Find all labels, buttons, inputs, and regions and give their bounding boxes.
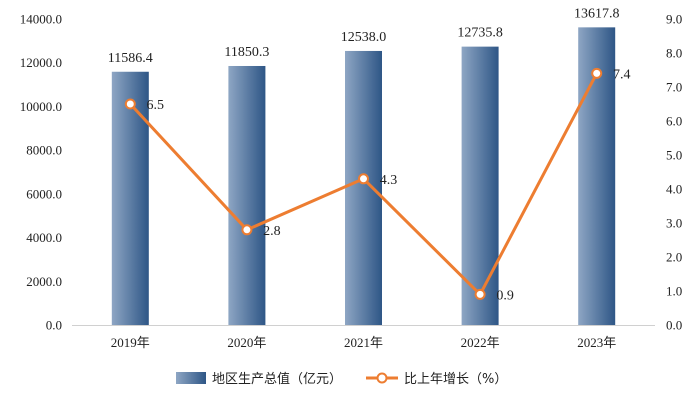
y-right-tick-label: 3.0 bbox=[666, 216, 682, 231]
legend-label-gdp: 地区生产总值（亿元） bbox=[212, 371, 342, 387]
x-tick-label: 2023年 bbox=[577, 335, 616, 350]
growth-point bbox=[124, 98, 136, 110]
legend-swatch-gdp bbox=[176, 372, 206, 384]
growth-point bbox=[241, 224, 253, 236]
y-right-tick-label: 1.0 bbox=[666, 284, 682, 299]
growth-point bbox=[591, 67, 603, 79]
bar-value-label: 12735.8 bbox=[457, 26, 503, 41]
growth-point bbox=[474, 288, 486, 300]
growth-value-label: 7.4 bbox=[613, 67, 631, 82]
bar-gdp bbox=[228, 65, 266, 325]
y-right-tick-label: 4.0 bbox=[666, 182, 682, 197]
x-tick-label: 2021年 bbox=[344, 335, 383, 350]
y-left-tick-label: 2000.0 bbox=[26, 274, 62, 289]
growth-value-label: 2.8 bbox=[263, 224, 281, 239]
data-labels: 11586.4 11850.3 12538.0 12735.8 13617.8 6.5 2.… bbox=[108, 6, 631, 303]
bar-gdp bbox=[461, 46, 499, 325]
y-right-tick-label: 0.0 bbox=[666, 318, 682, 333]
y-left-tick-label: 8000.0 bbox=[26, 143, 62, 158]
y-left-tick-label: 10000.0 bbox=[20, 99, 62, 114]
legend-label-growth: 比上年增长（%） bbox=[404, 372, 507, 387]
y-right-tick-label: 5.0 bbox=[666, 148, 682, 163]
growth-value-label: 6.5 bbox=[147, 98, 165, 113]
bar-value-label: 11586.4 bbox=[108, 51, 153, 66]
growth-value-label: 4.3 bbox=[380, 173, 398, 188]
y-right-tick-label: 8.0 bbox=[666, 46, 682, 61]
y-right-tick-label: 6.0 bbox=[666, 114, 682, 129]
y-left-tick-label: 4000.0 bbox=[26, 230, 62, 245]
y-left-tick-label: 6000.0 bbox=[26, 186, 62, 201]
growth-point bbox=[358, 173, 369, 185]
x-tick-label: 2022年 bbox=[461, 335, 500, 350]
bar-gdp bbox=[111, 71, 149, 326]
x-tick-label: 2020年 bbox=[227, 335, 266, 350]
axes: 0.0 2000.0 4000.0 6000.0 8000.0 10000.0 12000.… bbox=[20, 12, 683, 351]
y-left-tick-label: 12000.0 bbox=[20, 55, 62, 70]
bar-gdp bbox=[345, 50, 382, 326]
y-left-tick-label: 0.0 bbox=[46, 318, 62, 333]
y-left-tick-label: 14000.0 bbox=[20, 12, 62, 27]
bar-value-label: 11850.3 bbox=[224, 45, 269, 60]
x-tick-label: 2019年 bbox=[111, 335, 150, 350]
bars bbox=[111, 27, 616, 326]
y-right-tick-label: 2.0 bbox=[666, 250, 682, 265]
growth-line bbox=[124, 67, 603, 300]
y-right-tick-label: 7.0 bbox=[666, 80, 682, 95]
legend: 地区生产总值（亿元） 比上年增长（%） bbox=[176, 371, 507, 387]
legend-marker-growth bbox=[376, 372, 388, 384]
bar-value-label: 12538.0 bbox=[341, 30, 387, 45]
y-right-tick-label: 9.0 bbox=[666, 12, 682, 27]
bar-value-label: 13617.8 bbox=[574, 6, 620, 21]
growth-value-label: 0.9 bbox=[496, 288, 514, 303]
